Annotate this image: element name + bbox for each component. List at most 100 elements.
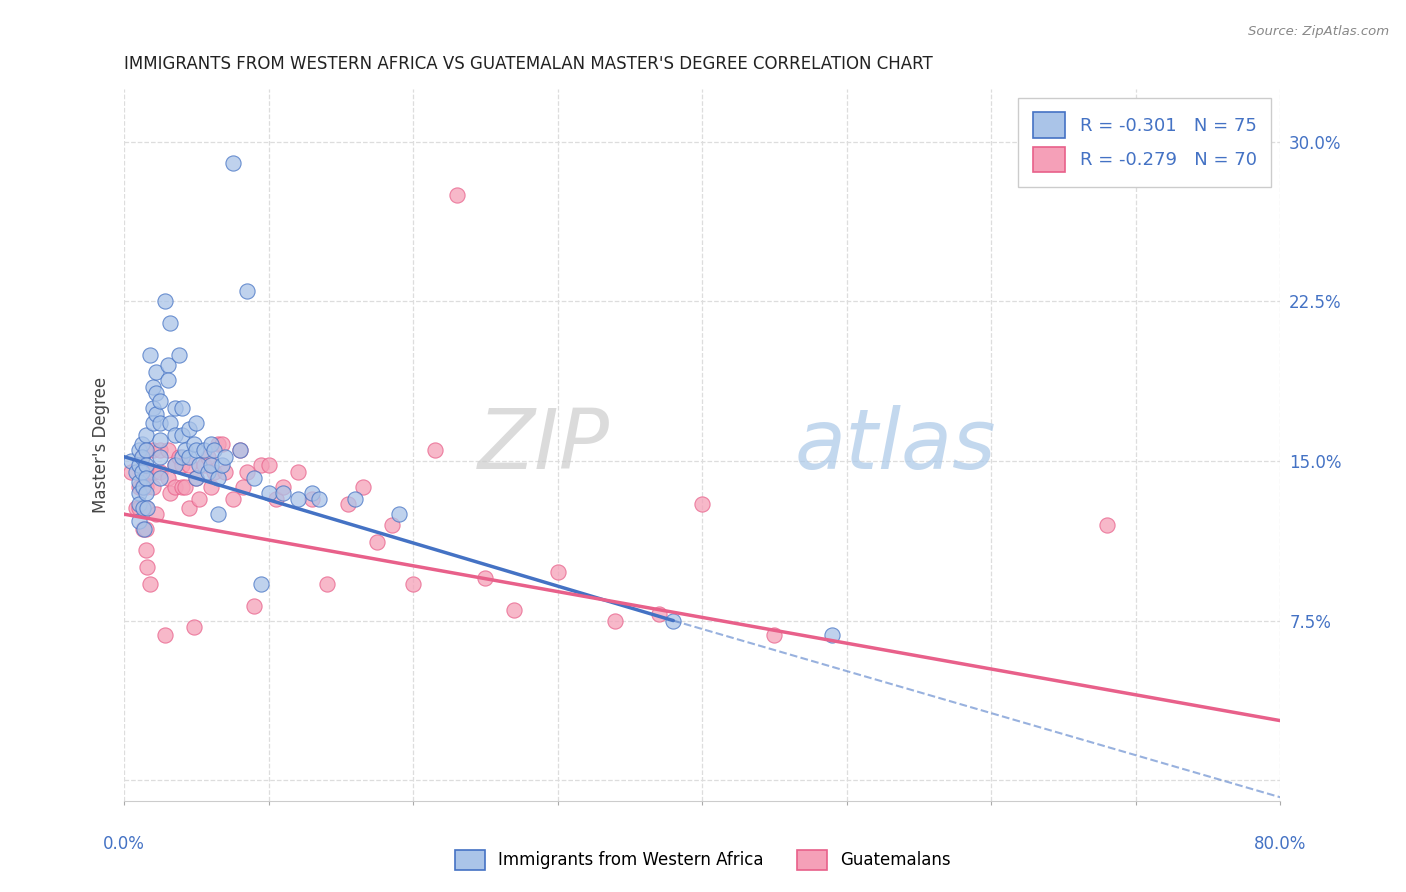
Point — [287, 465, 309, 479]
Point — [301, 492, 323, 507]
Point — [159, 416, 181, 430]
Point — [132, 522, 155, 536]
Point — [186, 471, 208, 485]
Point — [229, 443, 252, 458]
Point — [547, 565, 569, 579]
Point — [257, 486, 280, 500]
Point — [186, 416, 208, 430]
Text: 80.0%: 80.0% — [1254, 836, 1306, 854]
Point — [174, 479, 197, 493]
Text: IMMIGRANTS FROM WESTERN AFRICA VS GUATEMALAN MASTER'S DEGREE CORRELATION CHART: IMMIGRANTS FROM WESTERN AFRICA VS GUATEM… — [124, 55, 934, 73]
Point — [149, 394, 172, 409]
Point — [605, 614, 627, 628]
Legend: Immigrants from Western Africa, Guatemalans: Immigrants from Western Africa, Guatemal… — [449, 843, 957, 877]
Point — [149, 465, 172, 479]
Point — [149, 471, 172, 485]
Point — [128, 479, 150, 493]
Point — [186, 443, 208, 458]
Point — [139, 348, 162, 362]
Point — [1095, 517, 1118, 532]
Point — [156, 471, 179, 485]
Point — [183, 437, 205, 451]
Point — [271, 486, 294, 500]
Point — [131, 450, 153, 464]
Point — [188, 458, 211, 473]
Point — [153, 628, 176, 642]
Text: 0.0%: 0.0% — [103, 836, 145, 854]
Point — [163, 458, 186, 473]
Point — [128, 458, 150, 473]
Text: ZIP: ZIP — [478, 405, 610, 485]
Point — [207, 437, 229, 451]
Point — [229, 443, 252, 458]
Point — [131, 450, 153, 464]
Point — [120, 454, 142, 468]
Point — [159, 316, 181, 330]
Point — [221, 492, 243, 507]
Point — [142, 479, 165, 493]
Point — [200, 437, 222, 451]
Point — [315, 577, 337, 591]
Point — [202, 443, 225, 458]
Point — [207, 471, 229, 485]
Point — [170, 479, 193, 493]
Point — [221, 156, 243, 170]
Point — [131, 437, 153, 451]
Point — [200, 479, 222, 493]
Point — [128, 486, 150, 500]
Point — [159, 486, 181, 500]
Point — [236, 465, 259, 479]
Point — [163, 458, 186, 473]
Point — [135, 500, 157, 515]
Point — [170, 401, 193, 415]
Point — [202, 465, 225, 479]
Point — [128, 497, 150, 511]
Point — [179, 458, 201, 473]
Point — [402, 577, 425, 591]
Point — [308, 492, 330, 507]
Point — [135, 458, 157, 473]
Point — [287, 492, 309, 507]
Point — [264, 492, 287, 507]
Point — [135, 486, 157, 500]
Point — [337, 497, 360, 511]
Point — [170, 458, 193, 473]
Point — [170, 450, 193, 464]
Point — [135, 471, 157, 485]
Point — [145, 507, 167, 521]
Point — [271, 479, 294, 493]
Point — [352, 479, 374, 493]
Point — [197, 465, 219, 479]
Point — [193, 443, 215, 458]
Point — [134, 522, 156, 536]
Point — [142, 465, 165, 479]
Text: Source: ZipAtlas.com: Source: ZipAtlas.com — [1249, 25, 1389, 38]
Point — [167, 450, 190, 464]
Point — [193, 458, 215, 473]
Point — [214, 450, 236, 464]
Point — [179, 450, 201, 464]
Point — [125, 465, 148, 479]
Point — [250, 577, 273, 591]
Point — [135, 443, 157, 458]
Point — [690, 497, 713, 511]
Point — [200, 458, 222, 473]
Point — [145, 365, 167, 379]
Point — [139, 577, 162, 591]
Point — [821, 628, 844, 642]
Point — [142, 401, 165, 415]
Point — [125, 500, 148, 515]
Point — [142, 379, 165, 393]
Point — [128, 443, 150, 458]
Point — [214, 465, 236, 479]
Point — [136, 560, 159, 574]
Point — [236, 284, 259, 298]
Point — [135, 522, 157, 536]
Point — [135, 465, 157, 479]
Point — [163, 479, 186, 493]
Point — [128, 475, 150, 490]
Point — [149, 450, 172, 464]
Point — [257, 458, 280, 473]
Point — [197, 450, 219, 464]
Point — [136, 500, 159, 515]
